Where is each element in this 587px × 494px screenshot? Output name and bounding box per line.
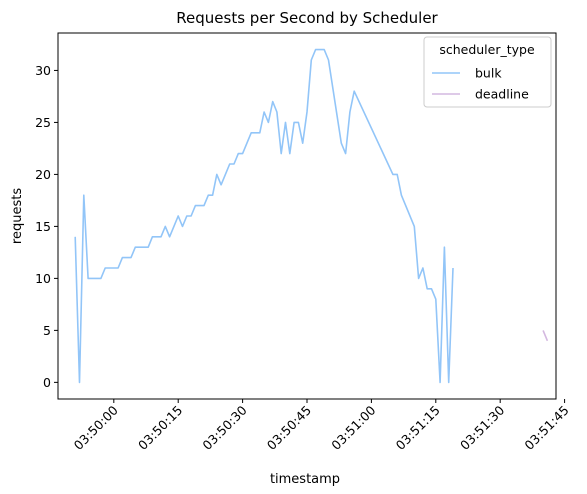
y-tick-label: 5 (43, 323, 51, 338)
x-tick-label: 03:51:00 (328, 402, 378, 452)
x-tick-label: 03:50:30 (199, 402, 249, 452)
legend-title: scheduler_type (439, 42, 535, 57)
legend: scheduler_type bulk deadline (423, 36, 552, 108)
y-tick-label: 10 (35, 271, 51, 286)
x-axis-title: timestamp (270, 472, 340, 487)
legend-label-bulk: bulk (475, 66, 502, 81)
legend-box (423, 36, 552, 108)
series-layer (74, 48, 549, 384)
y-axis-title: requests (10, 188, 25, 244)
y-tick-label: 20 (35, 167, 51, 182)
legend-label-deadline: deadline (475, 87, 529, 102)
x-axis: 03:50:00 03:50:15 03:50:30 03:50:45 03:51:00… (71, 399, 572, 453)
y-tick-label: 15 (35, 219, 51, 234)
y-tick-label: 30 (35, 63, 51, 78)
x-tick-label: 03:51:45 (521, 403, 571, 453)
series-line-deadline (542, 330, 549, 342)
y-tick-label: 0 (43, 375, 51, 390)
x-tick-label: 03:51:15 (393, 403, 443, 453)
series-line-bulk (74, 48, 454, 384)
x-tick-label: 03:50:45 (264, 403, 314, 453)
x-tick-label: 03:51:30 (457, 402, 507, 452)
x-tick-label: 03:50:00 (71, 402, 121, 452)
x-tick-label: 03:50:15 (135, 403, 185, 453)
y-axis: 0 5 10 15 20 25 30 (35, 63, 58, 390)
chart-title: Requests per Second by Scheduler (176, 9, 438, 27)
y-tick-label: 25 (35, 115, 51, 130)
